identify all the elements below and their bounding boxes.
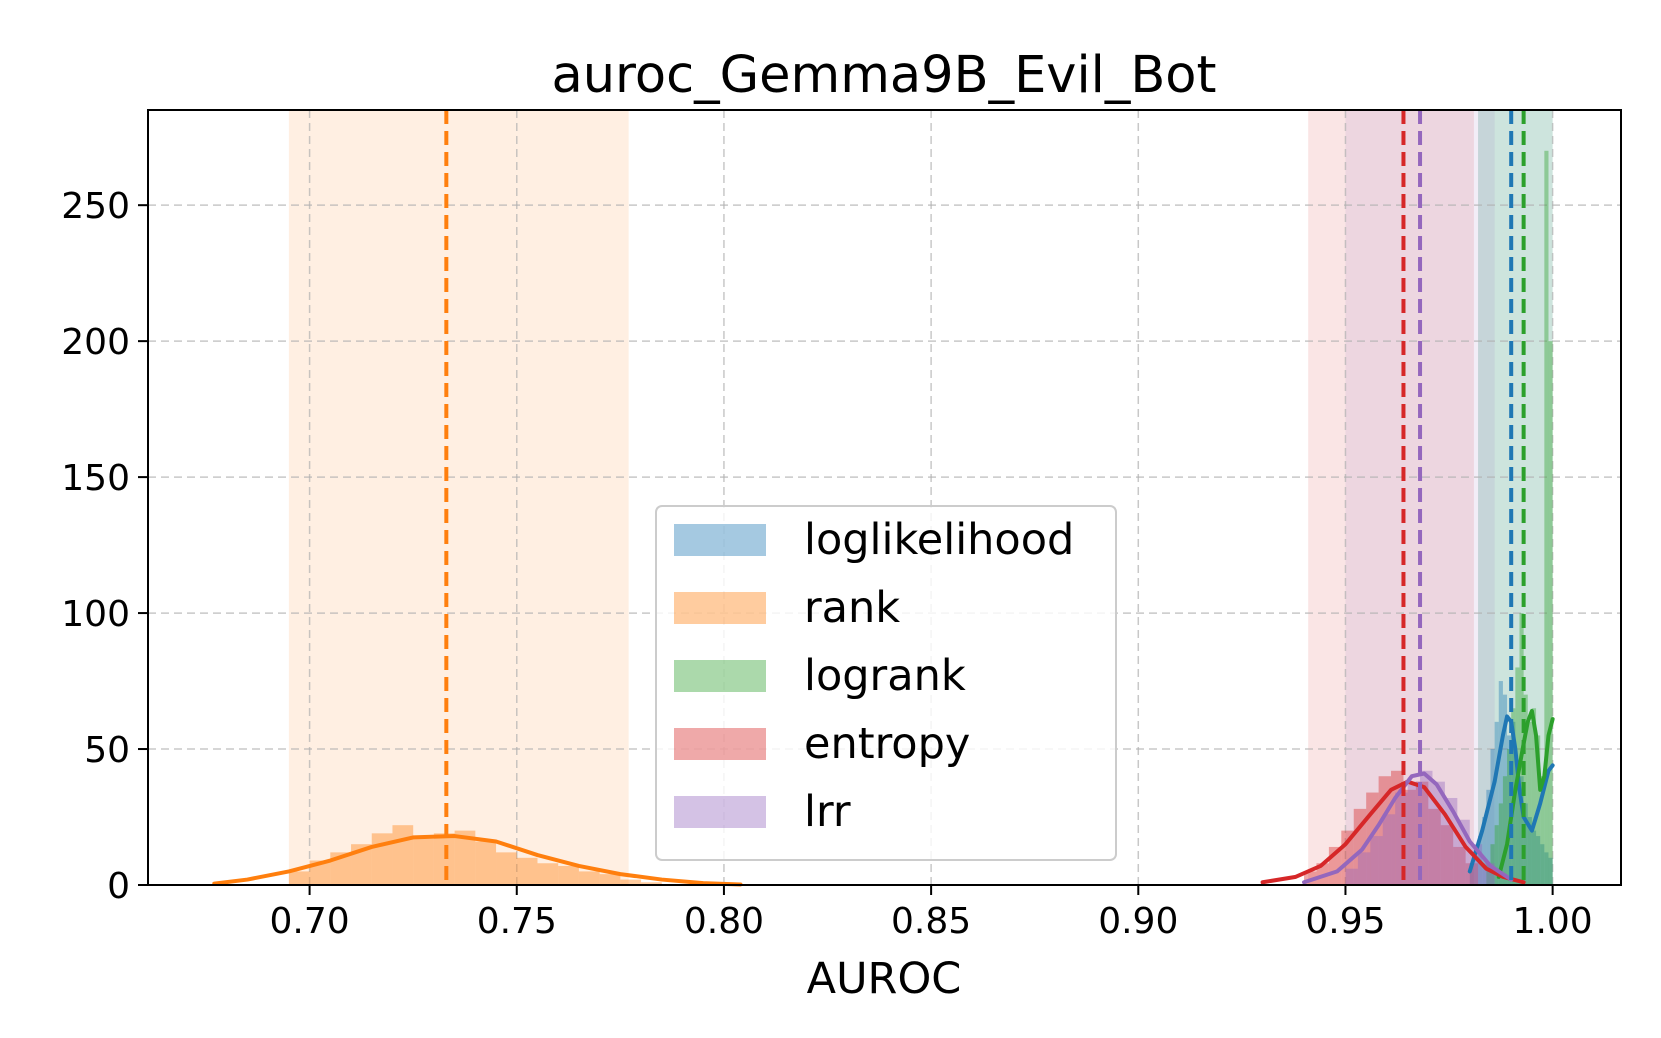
hist-bar-lrr xyxy=(1357,852,1371,885)
hist-bar-rank xyxy=(413,838,434,885)
hist-bar-rank xyxy=(475,841,497,885)
legend-swatch-rank xyxy=(674,592,766,624)
kde-line-rank xyxy=(212,834,743,887)
hist-bar-loglikelihood xyxy=(1482,817,1487,885)
hist-bar-loglikelihood xyxy=(1473,852,1479,885)
x-tick-label: 0.95 xyxy=(1305,901,1385,942)
legend-swatch-entropy xyxy=(674,728,766,760)
hist-bar-loglikelihood xyxy=(1498,681,1503,885)
x-tick-label: 0.70 xyxy=(270,901,350,942)
hist-bar-loglikelihood xyxy=(1523,803,1528,885)
legend-label-logrank: logrank xyxy=(804,651,966,701)
legend-label-loglikelihood: loglikelihood xyxy=(804,515,1074,565)
hist-bar-rank xyxy=(496,852,517,885)
hist-bar-rank xyxy=(537,863,559,885)
hist-bar-loglikelihood xyxy=(1527,817,1532,885)
hist-bar-rank xyxy=(351,844,372,885)
legend-frame xyxy=(655,505,1117,861)
hist-bar-rank xyxy=(641,882,662,885)
hist-bar-rank xyxy=(620,879,642,885)
kde-line-lrr xyxy=(1302,771,1514,885)
hist-bar-rank xyxy=(433,833,455,885)
y-tick-label: 150 xyxy=(61,458,130,499)
hist-bar-lrr xyxy=(1407,781,1421,885)
hist-bar-logrank xyxy=(1486,863,1491,885)
ci-band-rank xyxy=(288,110,629,885)
kde-line-loglikelihood xyxy=(1467,714,1555,874)
legend-swatch-loglikelihood xyxy=(674,524,766,556)
x-tick-label: 0.90 xyxy=(1098,901,1178,942)
hist-bar-loglikelihood xyxy=(1515,762,1520,885)
hist-bar-logrank xyxy=(1531,708,1537,885)
hist-bar-loglikelihood xyxy=(1519,776,1524,885)
hist-bar-lrr xyxy=(1345,868,1358,885)
x-ticks: 0.70 0.75 0.80 0.85 0.90 0.95 1.00 xyxy=(270,885,1593,942)
hist-bar-lrr xyxy=(1420,770,1433,885)
hist-bar-loglikelihood xyxy=(1544,852,1549,885)
legend-label-entropy: entropy xyxy=(804,719,970,769)
hist-bar-logrank xyxy=(1523,694,1528,885)
hist-bar-lrr xyxy=(1382,814,1396,885)
hist-bar-loglikelihood xyxy=(1540,844,1545,885)
y-tick-label: 250 xyxy=(61,186,130,227)
hist-bar-loglikelihood xyxy=(1548,857,1553,885)
hist-bar-rank xyxy=(578,871,600,885)
legend-label-lrr: lrr xyxy=(804,787,851,837)
hist-bar-loglikelihood xyxy=(1494,721,1499,885)
y-tick-label: 0 xyxy=(107,866,130,907)
hist-bar-entropy xyxy=(1440,825,1454,885)
legend: loglikelihood rank logrank entropy lrr xyxy=(655,505,1117,861)
histograms xyxy=(288,150,1553,885)
hist-bar-loglikelihood xyxy=(1507,735,1512,885)
hist-bar-logrank xyxy=(1494,825,1499,885)
hist-bar-logrank xyxy=(1544,150,1549,885)
hist-bar-logrank xyxy=(1540,776,1545,885)
x-tick-label: 0.85 xyxy=(891,901,971,942)
x-tick-label: 1.00 xyxy=(1513,901,1593,942)
hist-bar-logrank xyxy=(1548,341,1553,885)
hist-bar-rank xyxy=(558,865,579,885)
hist-bar-rank xyxy=(516,857,538,885)
hist-bar-loglikelihood xyxy=(1469,863,1474,885)
mean-lines xyxy=(444,110,1526,885)
hist-bar-rank xyxy=(288,871,310,885)
hist-bar-loglikelihood xyxy=(1531,830,1537,885)
x-tick-label: 0.80 xyxy=(684,901,764,942)
hist-bar-loglikelihood xyxy=(1490,749,1495,885)
hist-bar-logrank xyxy=(1498,803,1503,885)
hist-bar-entropy xyxy=(1428,808,1441,885)
hist-bar-lrr xyxy=(1370,836,1383,885)
hist-bar-loglikelihood xyxy=(1536,836,1541,885)
y-ticks: 0 50 100 150 200 250 xyxy=(61,186,148,907)
hist-bar-logrank xyxy=(1507,749,1512,885)
y-tick-label: 100 xyxy=(61,594,130,635)
hist-bar-lrr xyxy=(1395,792,1408,885)
hist-bar-loglikelihood xyxy=(1486,789,1491,885)
legend-swatch-lrr xyxy=(674,796,766,828)
hist-bar-logrank xyxy=(1527,721,1532,885)
legend-label-rank: rank xyxy=(804,583,900,633)
hist-bar-rank xyxy=(392,825,414,885)
hist-bar-entropy xyxy=(1403,789,1416,885)
x-axis-label: AUROC xyxy=(807,954,962,1004)
legend-swatch-logrank xyxy=(674,660,766,692)
y-tick-label: 200 xyxy=(61,322,130,363)
hist-bar-rank xyxy=(599,874,621,885)
ci-band-entropy xyxy=(1308,110,1474,885)
hist-bar-logrank xyxy=(1490,844,1495,885)
y-tick-label: 50 xyxy=(84,730,130,771)
hist-bar-rank xyxy=(454,830,476,885)
hist-bar-logrank xyxy=(1502,776,1508,885)
x-tick-label: 0.75 xyxy=(477,901,557,942)
hist-bar-loglikelihood xyxy=(1502,694,1508,885)
chart-title: auroc_Gemma9B_Evil_Bot xyxy=(551,46,1216,105)
plot-frame xyxy=(147,109,1622,886)
hist-bar-entropy xyxy=(1453,846,1466,885)
